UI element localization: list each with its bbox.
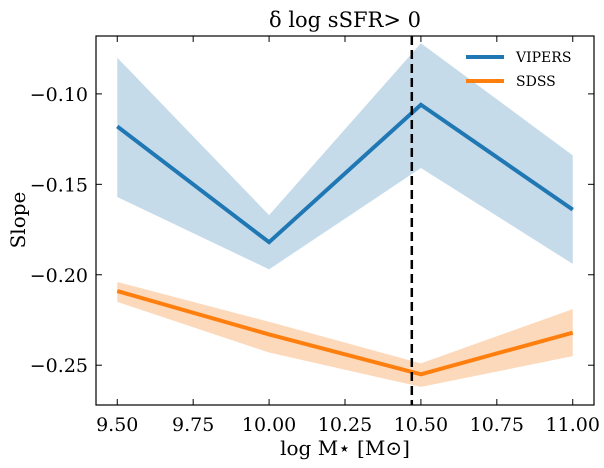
error-bands <box>117 43 573 387</box>
sdss-legend-label: SDSS <box>516 74 556 90</box>
y-axis-label: Slope <box>6 192 30 249</box>
x-tick-label: 10.00 <box>242 414 296 436</box>
vipers-line <box>116 102 574 245</box>
series-lines <box>116 102 574 377</box>
vipers-error-band <box>117 43 573 270</box>
x-tick-label: 9.50 <box>96 414 138 436</box>
x-axis-ticks: 9.50 9.75 10.00 10.25 10.50 10.75 11.00 <box>96 36 600 436</box>
vipers-legend-label: VIPERS <box>515 50 571 66</box>
x-axis-label: log M⋆ [M⊙] <box>280 436 410 460</box>
x-tick-label: 11.00 <box>546 414 600 436</box>
sdss-line <box>116 289 574 377</box>
x-tick-label: 10.25 <box>318 414 372 436</box>
x-tick-label: 10.75 <box>470 414 524 436</box>
chart-title: δ log sSFR> 0 <box>269 8 421 32</box>
y-tick-label: −0.25 <box>30 355 88 377</box>
legend: VIPERS SDSS <box>466 50 571 90</box>
sdss-error-band <box>117 282 573 387</box>
y-axis-ticks: −0.10 −0.15 −0.20 −0.25 <box>30 84 594 377</box>
y-tick-label: −0.10 <box>30 84 88 106</box>
x-tick-label: 9.75 <box>172 414 214 436</box>
x-tick-label: 10.50 <box>394 414 448 436</box>
y-tick-label: −0.20 <box>30 265 88 287</box>
y-tick-label: −0.15 <box>30 174 88 196</box>
